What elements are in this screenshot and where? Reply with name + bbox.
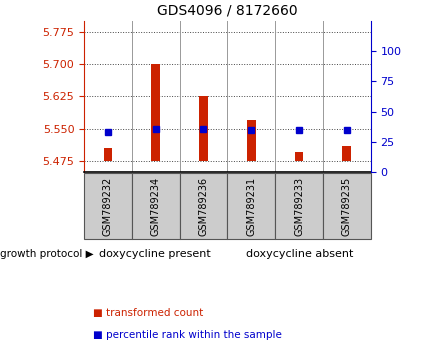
Text: ■ percentile rank within the sample: ■ percentile rank within the sample — [92, 330, 281, 339]
Text: growth protocol ▶: growth protocol ▶ — [0, 249, 93, 259]
Text: GSM789235: GSM789235 — [341, 177, 351, 236]
Text: doxycycline present: doxycycline present — [99, 249, 210, 259]
Bar — [294, 152, 303, 161]
Bar — [103, 148, 112, 161]
Text: GSM789236: GSM789236 — [198, 177, 208, 236]
FancyBboxPatch shape — [227, 173, 274, 239]
Text: doxycycline absent: doxycycline absent — [246, 249, 353, 259]
FancyBboxPatch shape — [84, 173, 132, 239]
Text: GSM789232: GSM789232 — [103, 177, 113, 236]
FancyBboxPatch shape — [322, 173, 370, 239]
Text: GSM789233: GSM789233 — [293, 177, 303, 236]
Bar — [199, 97, 207, 161]
FancyBboxPatch shape — [132, 173, 179, 239]
Title: GDS4096 / 8172660: GDS4096 / 8172660 — [157, 3, 297, 17]
Bar — [246, 120, 255, 161]
Bar — [342, 146, 350, 161]
Text: GSM789231: GSM789231 — [246, 177, 256, 236]
FancyBboxPatch shape — [274, 173, 322, 239]
Text: GSM789234: GSM789234 — [150, 177, 160, 236]
Bar — [151, 64, 160, 161]
Text: ■ transformed count: ■ transformed count — [92, 308, 203, 318]
FancyBboxPatch shape — [179, 173, 227, 239]
